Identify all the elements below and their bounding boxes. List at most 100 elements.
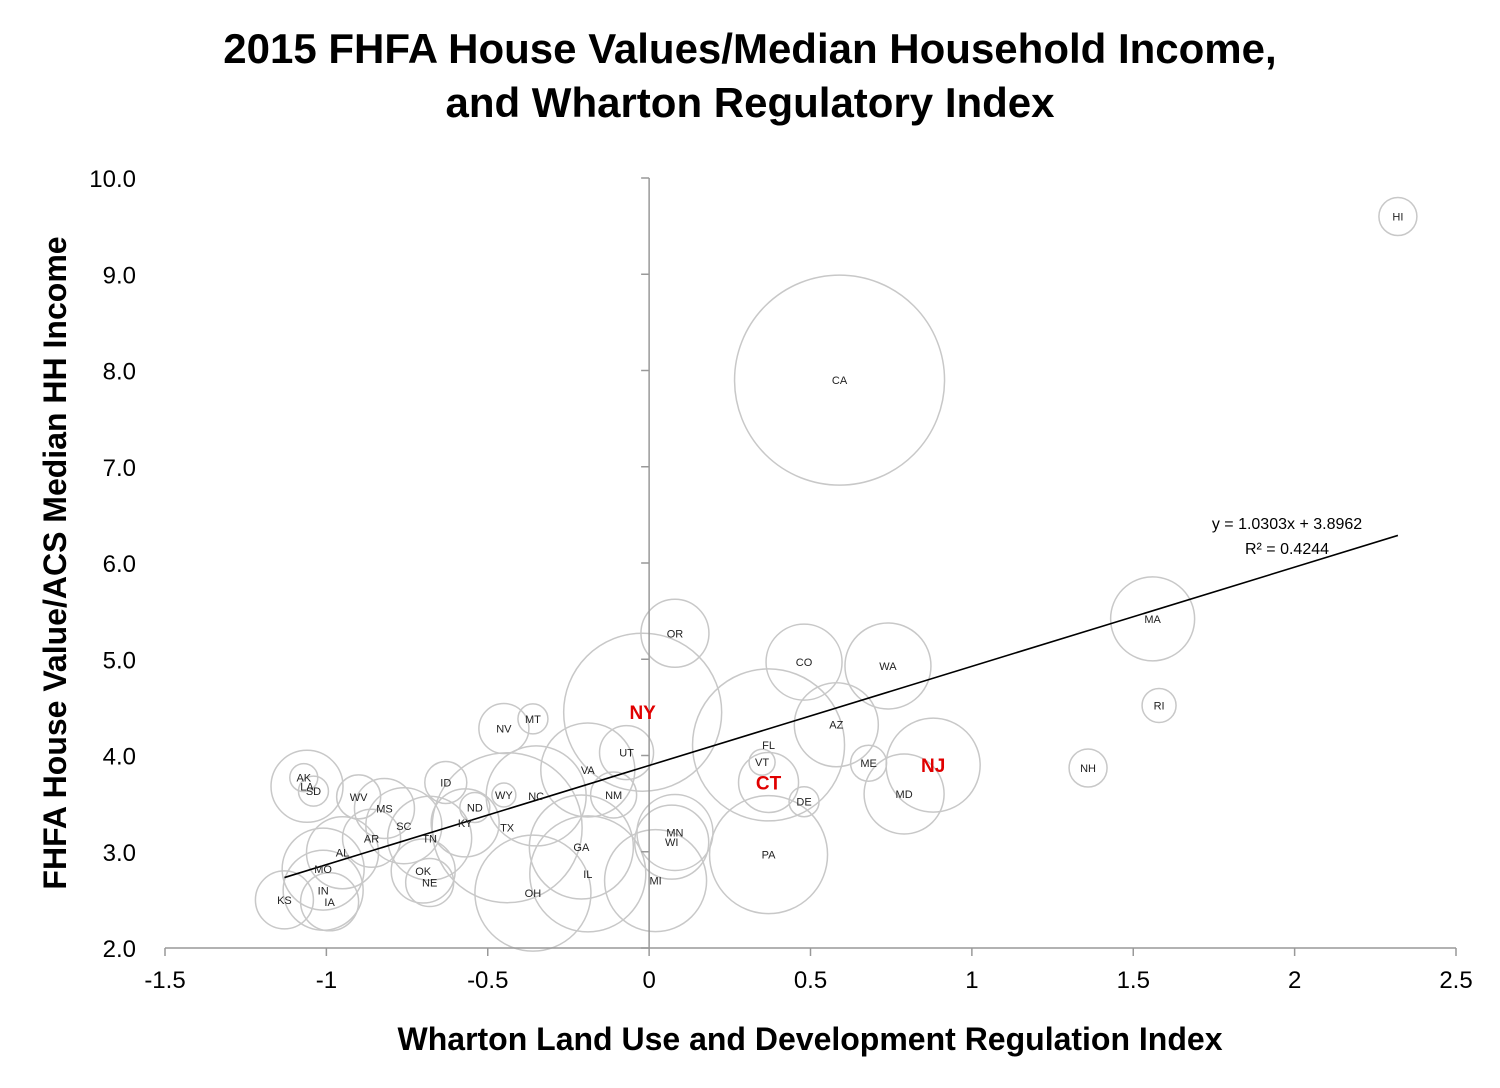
bubble-pa (708, 794, 829, 915)
bubble-ct (737, 751, 800, 814)
bubble-mi (603, 828, 708, 933)
y-tick-label: 7.0 (103, 455, 136, 482)
point-label-tx: TX (500, 823, 515, 835)
axes-layer: -1.5 -1 -0.5 0 0.5 1 1.5 2 2.5 2.0 3.0 4.0 5.0 6.0 7.0… (89, 166, 1472, 994)
bubble-il (529, 815, 647, 933)
point-label-sc: SC (396, 821, 411, 833)
x-tick-label: 0 (642, 967, 655, 994)
point-label-va: VA (581, 765, 596, 777)
bubble-nv (478, 702, 530, 755)
point-label-il: IL (583, 869, 592, 881)
point-label-ia: IA (324, 897, 335, 909)
point-label-oh: OH (525, 888, 542, 900)
bubble-wi (633, 804, 710, 880)
bubble-oh (474, 834, 592, 952)
point-label-de: DE (796, 797, 811, 809)
point-label-or: OR (667, 628, 684, 640)
x-tick-label: 2.5 (1439, 967, 1472, 994)
point-label-mi: MI (649, 876, 661, 888)
point-label-ar: AR (364, 833, 379, 845)
point-label-wa: WA (879, 661, 897, 673)
bubble-ks (254, 870, 315, 930)
bubble-ca (733, 274, 946, 486)
y-tick-label: 10.0 (89, 166, 136, 193)
point-label-ca: CA (832, 375, 848, 387)
bubble-az (793, 681, 880, 768)
point-label-ok: OK (415, 866, 432, 878)
bubble-nd (459, 791, 491, 824)
y-tick-label: 3.0 (103, 840, 136, 867)
x-tick-label: -1 (316, 967, 337, 994)
chart-title-line-1: 2015 FHFA House Values/Median Household … (223, 25, 1277, 72)
point-label-co: CO (796, 657, 813, 669)
bubble-layer (254, 196, 1418, 952)
bubble-la (270, 749, 344, 824)
bubble-md (863, 753, 945, 835)
bubble-de (788, 785, 820, 818)
point-label-az: AZ (829, 720, 843, 732)
trendline-layer: y = 1.0303x + 3.8962 R² = 0.4244 (284, 516, 1399, 879)
point-label-wy: WY (495, 790, 513, 802)
bubble-ar (341, 808, 402, 869)
y-tick-label: 8.0 (103, 359, 136, 386)
point-label-ma: MA (1144, 614, 1161, 626)
x-tick-label: 1 (965, 967, 978, 994)
point-label-mn: MN (666, 828, 683, 840)
x-tick-label: -1.5 (144, 967, 185, 994)
bubble-nh (1068, 748, 1108, 788)
x-tick-label: -0.5 (467, 967, 508, 994)
point-label-hi: HI (1392, 212, 1403, 224)
x-tick-label: 0.5 (794, 967, 827, 994)
point-label-fl: FL (762, 740, 775, 752)
y-tick-label: 5.0 (103, 647, 136, 674)
x-tick-label: 2 (1288, 967, 1301, 994)
point-label-ga: GA (573, 842, 590, 854)
bubble-nm (589, 771, 638, 819)
point-label-wi: WI (665, 837, 678, 849)
point-label-tn: TN (422, 833, 437, 845)
point-label-me: ME (860, 758, 877, 770)
bubble-ut (598, 724, 655, 781)
bubble-wy (491, 782, 517, 808)
point-label-in: IN (318, 885, 329, 897)
point-label-id: ID (440, 777, 451, 789)
y-tick-label: 2.0 (103, 936, 136, 963)
label-layer: HI CA MA RI NH OR CO WA AZ NY NJ CT FL VT ME MD DE PA MNWI… (277, 212, 1403, 909)
point-label-mt: MT (525, 714, 541, 726)
bubble-id (424, 760, 468, 805)
point-label-ky: KY (458, 818, 473, 830)
point-label-vt: VT (755, 757, 769, 769)
y-axis-title: FHFA House Value/ACS Median HH Income (37, 236, 73, 889)
point-label-ri: RI (1154, 700, 1165, 712)
point-label-la: LA (300, 781, 314, 793)
point-label-nj: NJ (921, 756, 945, 777)
chart-title: 2015 FHFA House Values/Median Household … (0, 22, 1500, 130)
x-axis-title: Wharton Land Use and Development Regulat… (398, 1021, 1223, 1057)
bubble-wa (844, 622, 932, 710)
y-tick-label: 6.0 (103, 551, 136, 578)
point-label-al: AL (336, 848, 349, 860)
x-tick-label: 1.5 (1117, 967, 1150, 994)
bubble-fl (691, 668, 846, 822)
bubble-mt (517, 703, 549, 735)
point-label-nd: ND (467, 802, 483, 814)
point-label-ak: AK (296, 773, 311, 785)
point-label-sd: SD (306, 786, 321, 798)
point-label-md: MD (896, 789, 913, 801)
bubble-me (849, 744, 888, 782)
bubble-ri (1141, 687, 1177, 724)
bubble-ia (299, 872, 360, 932)
bubble-hi (1378, 196, 1418, 237)
point-label-nc: NC (528, 791, 544, 803)
bubble-ne (404, 857, 455, 908)
point-label-ct: CT (756, 773, 782, 794)
bubble-ky (430, 788, 500, 858)
bubble-sd (297, 775, 330, 807)
trendline (284, 534, 1399, 879)
bubble-ms (353, 777, 416, 840)
trendline-equation: y = 1.0303x + 3.8962 (1212, 516, 1362, 533)
point-label-ne: NE (422, 878, 437, 890)
point-label-nv: NV (496, 724, 512, 736)
chart-title-line-2: and Wharton Regulatory Index (445, 79, 1055, 126)
